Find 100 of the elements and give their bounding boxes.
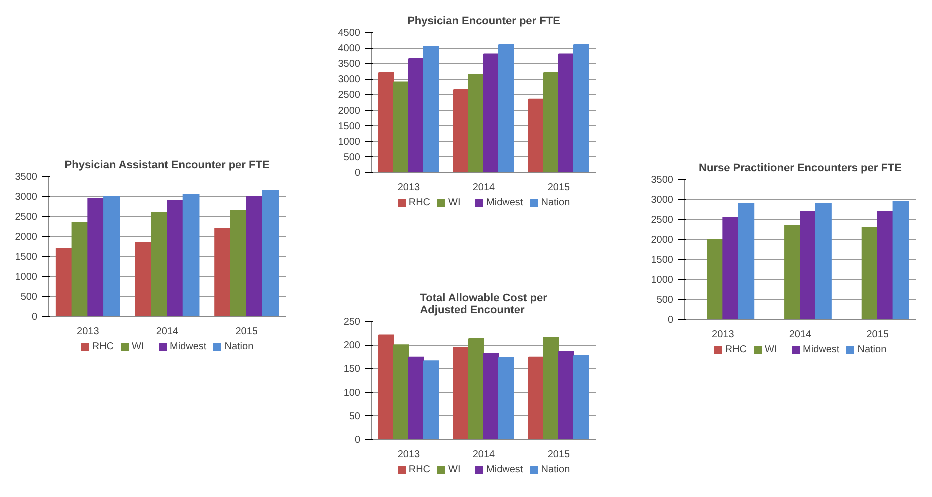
y-tick-label: 2500 bbox=[338, 90, 361, 102]
y-tick-label: 500 bbox=[20, 292, 38, 303]
bar bbox=[424, 360, 440, 440]
y-tick-label: 2500 bbox=[15, 212, 38, 223]
bar bbox=[544, 72, 560, 172]
y-tick-label: 500 bbox=[344, 152, 361, 164]
chart-title: Nurse Practitioner Encounters per FTE bbox=[699, 162, 902, 174]
legend-label: Midwest bbox=[486, 464, 524, 476]
bar bbox=[484, 353, 500, 440]
legend-label: Midwest bbox=[803, 344, 840, 356]
legend-label: Nation bbox=[224, 342, 254, 352]
x-tick-label: 2013 bbox=[77, 326, 100, 338]
bar bbox=[528, 356, 544, 440]
chart-title: Physician Assistant Encounter per FTE bbox=[64, 160, 270, 172]
y-tick-label: 100 bbox=[344, 388, 361, 399]
chart-title: Physician Encounter per FTE bbox=[408, 16, 560, 28]
x-tick-label: 2015 bbox=[548, 182, 571, 194]
x-tick-label: 2013 bbox=[398, 182, 421, 194]
y-tick-label: 150 bbox=[344, 364, 361, 376]
legend-label: Nation bbox=[858, 344, 887, 356]
legend-label: RHC bbox=[408, 464, 431, 476]
y-tick-label: 200 bbox=[344, 340, 361, 352]
y-tick-label: 1000 bbox=[15, 272, 38, 283]
bar bbox=[454, 90, 470, 172]
bar bbox=[484, 54, 500, 172]
x-tick-label: 2014 bbox=[156, 326, 180, 338]
y-tick-label: 2000 bbox=[338, 106, 361, 117]
y-tick-label: 3000 bbox=[651, 195, 674, 206]
bar bbox=[722, 217, 740, 320]
legend-label: RHC bbox=[408, 198, 431, 208]
bar bbox=[424, 46, 440, 172]
bar bbox=[408, 356, 424, 440]
bar bbox=[182, 194, 200, 316]
bar bbox=[56, 248, 73, 316]
y-tick-label: 1000 bbox=[338, 136, 361, 148]
x-tick-label: 2013 bbox=[712, 330, 735, 340]
y-tick-label: 0 bbox=[354, 435, 361, 446]
x-tick-label: 2013 bbox=[398, 450, 421, 460]
x-tick-label: 2014 bbox=[472, 182, 496, 194]
bar bbox=[558, 351, 574, 440]
y-tick-label: 500 bbox=[656, 295, 674, 306]
bar bbox=[862, 227, 878, 320]
y-tick-label: 1500 bbox=[651, 255, 674, 266]
legend-label: Nation bbox=[541, 198, 570, 208]
bar bbox=[784, 225, 801, 320]
y-tick-label: 0 bbox=[354, 168, 361, 179]
x-tick-label: 2015 bbox=[548, 450, 571, 460]
y-tick-label: 3000 bbox=[338, 74, 361, 86]
bar bbox=[88, 198, 105, 316]
bar bbox=[468, 74, 484, 172]
y-tick-label: 1500 bbox=[338, 121, 361, 132]
bar bbox=[468, 338, 484, 440]
y-tick-label: 2000 bbox=[15, 232, 38, 243]
y-tick-label: 3500 bbox=[338, 59, 361, 70]
legend-label: WI bbox=[765, 344, 778, 356]
bar bbox=[262, 190, 280, 316]
x-tick-label: 2015 bbox=[866, 330, 890, 340]
bar bbox=[408, 58, 424, 172]
legend-label: WI bbox=[448, 198, 462, 208]
y-tick-label: 1000 bbox=[651, 275, 674, 286]
bar bbox=[498, 44, 514, 172]
bar bbox=[454, 346, 470, 440]
bar bbox=[544, 337, 560, 440]
bar bbox=[72, 222, 89, 316]
y-tick-label: 3500 bbox=[651, 175, 674, 186]
bar bbox=[877, 211, 894, 320]
bar bbox=[528, 98, 544, 172]
bar bbox=[246, 196, 264, 316]
y-tick-label: 4000 bbox=[338, 44, 361, 55]
legend-label: WI bbox=[448, 464, 462, 476]
y-tick-label: 3000 bbox=[15, 192, 38, 203]
bar bbox=[498, 357, 514, 440]
bar bbox=[738, 203, 755, 320]
y-tick-label: 1500 bbox=[15, 252, 38, 263]
x-tick-label: 2015 bbox=[236, 326, 258, 338]
bar bbox=[574, 44, 590, 172]
bar bbox=[151, 212, 168, 316]
y-tick-label: 250 bbox=[344, 317, 361, 328]
bar bbox=[892, 201, 910, 320]
legend-label: WI bbox=[132, 342, 146, 352]
bar bbox=[230, 210, 248, 316]
x-tick-label: 2014 bbox=[472, 450, 496, 460]
legend-label: Midwest bbox=[486, 198, 524, 208]
y-tick-label: 0 bbox=[668, 315, 674, 326]
y-tick-label: 3500 bbox=[15, 172, 38, 183]
bar bbox=[214, 228, 232, 316]
y-tick-label: 2000 bbox=[651, 235, 674, 246]
y-tick-label: 2500 bbox=[651, 215, 674, 226]
bar bbox=[558, 54, 574, 172]
bar bbox=[574, 355, 590, 440]
bar bbox=[815, 203, 832, 320]
bar bbox=[104, 196, 120, 316]
bar bbox=[394, 82, 410, 172]
y-tick-label: 50 bbox=[349, 411, 361, 422]
legend-label: RHC bbox=[725, 344, 748, 356]
bar bbox=[378, 334, 394, 440]
bar bbox=[167, 200, 184, 316]
y-tick-label: 0 bbox=[32, 312, 38, 323]
x-tick-label: 2014 bbox=[789, 330, 812, 340]
chart-title: Total Allowable Cost per Adjusted Encounter bbox=[420, 292, 548, 316]
